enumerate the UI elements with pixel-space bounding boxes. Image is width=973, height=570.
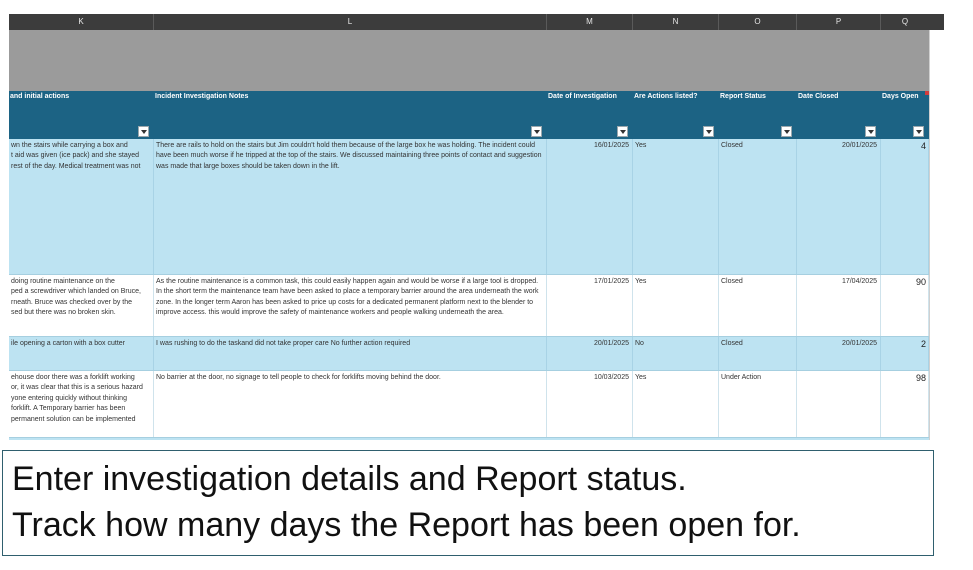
filter-dropdown-icon[interactable] xyxy=(913,126,924,137)
cell-investigation-date[interactable]: 10/03/2025 xyxy=(547,371,633,437)
cell-comment-marker xyxy=(925,91,929,95)
cell-description[interactable]: wn the stairs while carrying a box and t… xyxy=(9,139,154,274)
cell-investigation-date[interactable]: 20/01/2025 xyxy=(547,337,633,370)
cell-text: ile opening a carton with a box cutter xyxy=(11,340,126,347)
cell-text: Yes xyxy=(635,278,647,285)
table-row: ile opening a carton with a box cutter I… xyxy=(9,337,929,371)
cell-text: 2 xyxy=(920,339,926,349)
cell-days-open[interactable]: 2 xyxy=(881,337,929,370)
cell-text: 17/01/2025 xyxy=(593,278,629,285)
cell-text: 98 xyxy=(915,373,926,383)
cell-text: wn the stairs while carrying a box and t… xyxy=(11,142,141,170)
header-o: Report Status xyxy=(719,91,797,139)
header-q: Days Open xyxy=(881,91,929,139)
table-header: and initial actions Incident Investigati… xyxy=(9,91,929,139)
header-label: Days Open xyxy=(882,93,919,100)
cell-report-status[interactable]: Closed xyxy=(719,139,797,274)
cell-date-closed[interactable] xyxy=(797,371,881,437)
cell-text: No xyxy=(635,340,644,347)
cell-text: Closed xyxy=(721,278,743,285)
cell-description[interactable]: ile opening a carton with a box cutter xyxy=(9,337,154,370)
cell-report-status[interactable]: Closed xyxy=(719,275,797,336)
cell-investigation-notes[interactable]: As the routine maintenance is a common t… xyxy=(154,275,547,336)
cell-actions-listed[interactable]: Yes xyxy=(633,275,719,336)
cell-date-closed[interactable]: 20/01/2025 xyxy=(797,337,881,370)
cell-report-status[interactable]: Closed xyxy=(719,337,797,370)
cell-text: Closed xyxy=(721,142,743,149)
cell-days-open[interactable]: 98 xyxy=(881,371,929,437)
cell-days-open[interactable]: 4 xyxy=(881,139,929,274)
header-k: and initial actions xyxy=(9,91,154,139)
cell-text: 10/03/2025 xyxy=(593,374,629,381)
cell-text: 4 xyxy=(920,141,926,151)
cell-investigation-notes[interactable]: No barrier at the door, no signage to te… xyxy=(154,371,547,437)
header-label: Report Status xyxy=(720,93,766,100)
cell-investigation-notes[interactable]: There are rails to hold on the stairs bu… xyxy=(154,139,547,274)
header-l: Incident Investigation Notes xyxy=(154,91,547,139)
cell-date-closed[interactable]: 20/01/2025 xyxy=(797,139,881,274)
title-band xyxy=(9,30,929,91)
cell-text: 16/01/2025 xyxy=(593,142,629,149)
cell-actions-listed[interactable]: Yes xyxy=(633,139,719,274)
table-row: wn the stairs while carrying a box and t… xyxy=(9,139,929,275)
caption-line-1: Enter investigation details and Report s… xyxy=(12,460,687,498)
cell-description[interactable]: doing routine maintenance on the ped a s… xyxy=(9,275,154,336)
cell-text: No barrier at the door, no signage to te… xyxy=(156,374,441,381)
column-letter-n[interactable]: N xyxy=(633,14,719,30)
cell-text: 90 xyxy=(915,277,926,287)
cell-investigation-date[interactable]: 16/01/2025 xyxy=(547,139,633,274)
cell-actions-listed[interactable]: No xyxy=(633,337,719,370)
header-label: Date of Investigation xyxy=(548,93,617,100)
column-letter-bar: K L M N O P Q xyxy=(9,14,929,30)
header-p: Date Closed xyxy=(797,91,881,139)
header-label: Date Closed xyxy=(798,93,839,100)
column-letter-l[interactable]: L xyxy=(154,14,547,30)
cell-text: 17/04/2025 xyxy=(841,278,877,285)
table-row: ehouse door there was a forklift working… xyxy=(9,371,929,438)
filter-dropdown-icon[interactable] xyxy=(138,126,149,137)
cell-date-closed[interactable]: 17/04/2025 xyxy=(797,275,881,336)
filter-dropdown-icon[interactable] xyxy=(865,126,876,137)
filter-dropdown-icon[interactable] xyxy=(703,126,714,137)
column-letter-p[interactable]: P xyxy=(797,14,881,30)
column-letter-q[interactable]: Q xyxy=(901,17,909,26)
filter-dropdown-icon[interactable] xyxy=(531,126,542,137)
sheet-right-edge xyxy=(929,30,930,440)
table-row: doing routine maintenance on the ped a s… xyxy=(9,275,929,337)
cell-investigation-notes[interactable]: I was rushing to do the taskand did not … xyxy=(154,337,547,370)
cell-text: There are rails to hold on the stairs bu… xyxy=(156,142,542,170)
header-m: Date of Investigation xyxy=(547,91,633,139)
cell-text: 20/01/2025 xyxy=(593,340,629,347)
filter-dropdown-icon[interactable] xyxy=(617,126,628,137)
cell-text: Yes xyxy=(635,374,647,381)
caption-line-2: Track how many days the Report has been … xyxy=(12,506,801,544)
cell-text: As the routine maintenance is a common t… xyxy=(156,278,539,317)
cell-text: ehouse door there was a forklift working… xyxy=(11,374,143,423)
caption-box: Enter investigation details and Report s… xyxy=(2,450,934,556)
cell-investigation-date[interactable]: 17/01/2025 xyxy=(547,275,633,336)
cell-text: 20/01/2025 xyxy=(841,340,877,347)
cell-text: 20/01/2025 xyxy=(841,142,877,149)
cell-text: Yes xyxy=(635,142,647,149)
cell-actions-listed[interactable]: Yes xyxy=(633,371,719,437)
cell-text: I was rushing to do the taskand did not … xyxy=(156,340,411,347)
header-n: Are Actions listed? xyxy=(633,91,719,139)
column-letter-o[interactable]: O xyxy=(719,14,797,30)
cell-description[interactable]: ehouse door there was a forklift working… xyxy=(9,371,154,437)
column-letter-k[interactable]: K xyxy=(9,14,154,30)
cell-text: Under Action xyxy=(721,374,762,381)
header-label: Incident Investigation Notes xyxy=(155,93,249,100)
column-letter-m[interactable]: M xyxy=(547,14,633,30)
cell-text: Closed xyxy=(721,340,743,347)
cell-text: doing routine maintenance on the ped a s… xyxy=(11,278,141,317)
cell-days-open[interactable]: 90 xyxy=(881,275,929,336)
table-row-partial xyxy=(9,438,929,440)
header-label: and initial actions xyxy=(10,93,70,100)
column-letter-overflow xyxy=(929,14,944,30)
header-label: Are Actions listed? xyxy=(634,93,698,100)
filter-dropdown-icon[interactable] xyxy=(781,126,792,137)
cell-report-status[interactable]: Under Action xyxy=(719,371,797,437)
